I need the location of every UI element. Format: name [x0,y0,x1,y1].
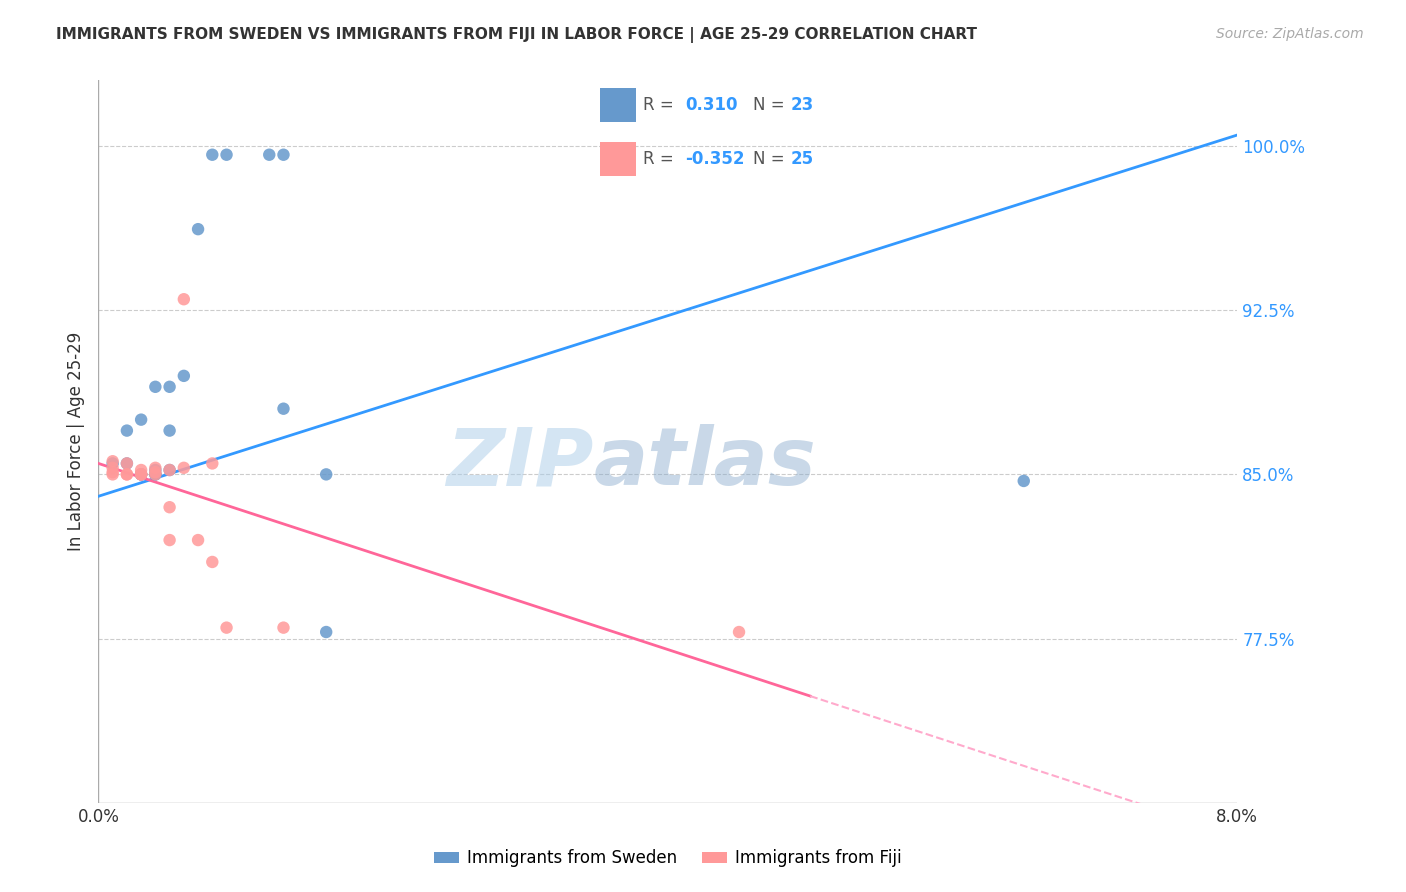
Text: 25: 25 [790,150,814,168]
Point [728,625,751,640]
Point [145,467,167,482]
Point [115,467,138,482]
Point [173,292,195,306]
FancyBboxPatch shape [599,87,636,122]
Text: Source: ZipAtlas.com: Source: ZipAtlas.com [1216,27,1364,41]
Point [187,533,209,547]
Point [159,533,181,547]
Point [145,380,167,394]
Text: atlas: atlas [593,425,817,502]
Text: ZIP: ZIP [447,425,593,502]
Point [159,380,181,394]
Point [129,467,152,482]
Point [129,467,152,482]
Point [159,463,181,477]
Point [215,147,238,161]
Text: R =: R = [643,95,679,114]
Point [115,457,138,471]
Text: 0.310: 0.310 [685,95,737,114]
Point [315,467,337,482]
Point [101,465,124,479]
Point [101,457,124,471]
Point [145,467,167,482]
Point [129,412,152,426]
Point [115,424,138,438]
Text: IMMIGRANTS FROM SWEDEN VS IMMIGRANTS FROM FIJI IN LABOR FORCE | AGE 25-29 CORREL: IMMIGRANTS FROM SWEDEN VS IMMIGRANTS FRO… [56,27,977,43]
Text: N =: N = [754,95,790,114]
Point [101,467,124,482]
Point [273,621,295,635]
Point [215,621,238,635]
Point [115,457,138,471]
Point [159,500,181,515]
Point [159,424,181,438]
Point [259,147,281,161]
Text: -0.352: -0.352 [685,150,744,168]
Point [115,467,138,482]
Text: N =: N = [754,150,790,168]
Point [273,401,295,416]
Point [187,222,209,236]
Point [315,625,337,640]
FancyBboxPatch shape [599,142,636,177]
Point [101,460,124,475]
Point [129,467,152,482]
Text: R =: R = [643,150,679,168]
Point [129,463,152,477]
Y-axis label: In Labor Force | Age 25-29: In Labor Force | Age 25-29 [66,332,84,551]
Point [159,463,181,477]
Point [129,467,152,482]
Point [145,467,167,482]
Point [201,555,224,569]
Point [173,368,195,383]
Point [201,457,224,471]
Point [101,454,124,468]
Point [201,147,224,161]
Point [1012,474,1035,488]
Point [145,463,167,477]
Text: 23: 23 [790,95,814,114]
Point [145,465,167,479]
Point [173,460,195,475]
Point [145,460,167,475]
Legend: Immigrants from Sweden, Immigrants from Fiji: Immigrants from Sweden, Immigrants from … [427,843,908,874]
Point [273,147,295,161]
Point [129,467,152,482]
